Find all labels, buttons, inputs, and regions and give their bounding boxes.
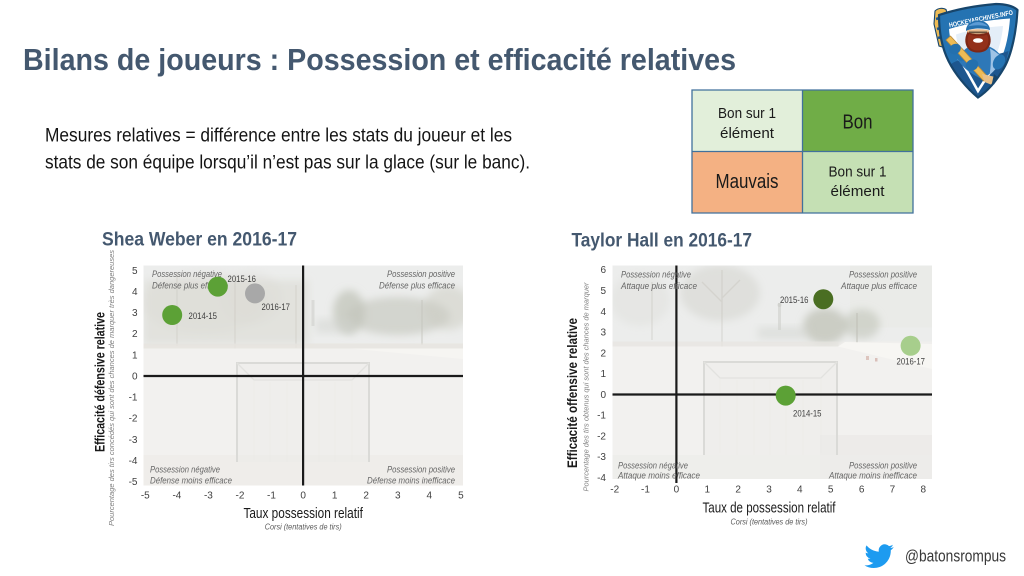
svg-text:5: 5 [600, 286, 606, 297]
svg-text:2016-17: 2016-17 [897, 357, 926, 368]
svg-text:Taux possession relatif: Taux possession relatif [243, 506, 363, 522]
svg-text:Possession négative: Possession négative [152, 269, 222, 279]
svg-text:2: 2 [600, 348, 606, 359]
svg-text:6: 6 [600, 265, 606, 276]
svg-text:Taylor Hall en 2016-17: Taylor Hall en 2016-17 [572, 231, 753, 252]
svg-text:Défense plus efficace: Défense plus efficace [152, 281, 228, 291]
svg-text:0: 0 [132, 371, 138, 382]
svg-text:Défense moins inefficace: Défense moins inefficace [367, 476, 455, 486]
svg-text:Efficacité offensive relative: Efficacité offensive relative [565, 318, 580, 468]
svg-text:Mauvais: Mauvais [716, 170, 779, 193]
svg-text:Possession négative: Possession négative [618, 461, 688, 471]
svg-text:Possession positive: Possession positive [849, 461, 917, 471]
svg-text:Possession positive: Possession positive [849, 270, 917, 280]
svg-text:5: 5 [458, 491, 464, 502]
svg-text:Bilans de joueurs : Possession: Bilans de joueurs : Possession et effica… [23, 42, 736, 77]
svg-text:3: 3 [395, 491, 401, 502]
svg-text:0: 0 [674, 485, 680, 496]
svg-text:Attaque moins inefficace: Attaque moins inefficace [828, 471, 917, 481]
svg-text:Attaque moins efficace: Attaque moins efficace [617, 471, 700, 481]
svg-text:-1: -1 [267, 491, 276, 502]
svg-text:Pourcentage des tirs obtenus q: Pourcentage des tirs obtenus qui sont de… [582, 282, 591, 491]
svg-text:-1: -1 [129, 393, 138, 404]
svg-text:Bon: Bon [843, 111, 873, 134]
svg-text:Corsi (tentatives de tirs): Corsi (tentatives de tirs) [731, 518, 808, 527]
svg-text:5: 5 [132, 266, 138, 277]
svg-text:2015-16: 2015-16 [228, 274, 257, 285]
svg-text:-3: -3 [129, 435, 138, 446]
svg-text:Attaque plus efficace: Attaque plus efficace [620, 281, 697, 291]
svg-text:1: 1 [332, 491, 338, 502]
svg-text:-3: -3 [597, 452, 606, 463]
svg-text:2: 2 [363, 491, 369, 502]
svg-text:0: 0 [600, 390, 606, 401]
svg-text:4: 4 [797, 485, 803, 496]
svg-text:1: 1 [705, 485, 711, 496]
svg-text:Défense plus efficace: Défense plus efficace [379, 281, 455, 291]
svg-text:6: 6 [859, 485, 865, 496]
svg-text:Pourcentage des tirs concédés: Pourcentage des tirs concédés qui sont d… [107, 250, 116, 526]
svg-text:Shea Weber en 2016-17: Shea Weber en 2016-17 [102, 230, 297, 251]
svg-text:2016-17: 2016-17 [262, 302, 291, 313]
svg-text:2: 2 [735, 485, 741, 496]
svg-text:-2: -2 [236, 491, 245, 502]
svg-text:-4: -4 [129, 456, 138, 467]
svg-text:-5: -5 [141, 491, 150, 502]
svg-text:4: 4 [132, 287, 138, 298]
svg-text:-5: -5 [129, 477, 138, 488]
svg-text:4: 4 [427, 491, 433, 502]
svg-text:-4: -4 [597, 473, 606, 484]
svg-text:-4: -4 [172, 491, 181, 502]
svg-text:Mesures relatives = différence: Mesures relatives = différence entre les… [45, 125, 512, 147]
svg-text:2: 2 [132, 329, 138, 340]
svg-text:Efficacité défensive relative: Efficacité défensive relative [93, 312, 108, 452]
svg-text:@batonsrompus: @batonsrompus [905, 548, 1006, 566]
svg-text:Taux de possession relatif: Taux de possession relatif [703, 501, 837, 517]
svg-text:1: 1 [132, 350, 138, 361]
svg-text:-2: -2 [129, 414, 138, 425]
svg-text:3: 3 [600, 328, 606, 339]
svg-text:7: 7 [890, 485, 896, 496]
svg-text:élément: élément [831, 183, 886, 200]
svg-text:3: 3 [766, 485, 772, 496]
svg-text:stats de son équipe lorsqu’il: stats de son équipe lorsqu’il n’est pas … [45, 152, 530, 174]
svg-text:élément: élément [720, 125, 775, 142]
svg-text:-1: -1 [641, 485, 650, 496]
svg-text:Corsi (tentatives de tirs): Corsi (tentatives de tirs) [265, 523, 342, 532]
svg-text:5: 5 [828, 485, 834, 496]
svg-text:-3: -3 [204, 491, 213, 502]
svg-text:8: 8 [921, 485, 927, 496]
svg-text:2014-15: 2014-15 [189, 311, 218, 322]
svg-text:-2: -2 [610, 485, 619, 496]
svg-text:Défense moins efficace: Défense moins efficace [150, 476, 232, 486]
svg-text:Possession positive: Possession positive [387, 269, 455, 279]
svg-text:-2: -2 [597, 432, 606, 443]
svg-text:2015-16: 2015-16 [780, 295, 809, 306]
svg-text:0: 0 [300, 491, 306, 502]
svg-text:Possession positive: Possession positive [387, 465, 455, 475]
svg-text:1: 1 [600, 369, 606, 380]
svg-text:4: 4 [600, 307, 606, 318]
svg-text:2014-15: 2014-15 [793, 409, 822, 420]
svg-text:Attaque plus efficace: Attaque plus efficace [840, 281, 917, 291]
svg-text:-1: -1 [597, 411, 606, 422]
svg-text:Possession négative: Possession négative [621, 270, 691, 280]
svg-text:Possession négative: Possession négative [150, 465, 220, 475]
svg-text:3: 3 [132, 308, 138, 319]
svg-text:Bon sur 1: Bon sur 1 [718, 105, 776, 122]
svg-text:Bon sur 1: Bon sur 1 [829, 164, 887, 181]
